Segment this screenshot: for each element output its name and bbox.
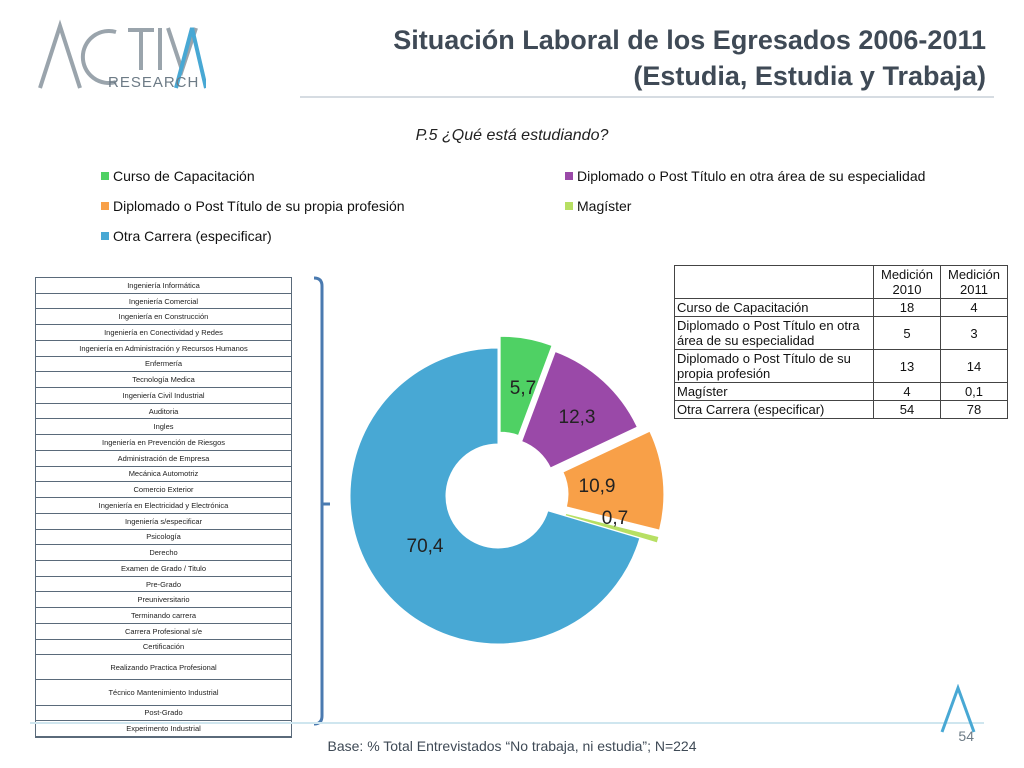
title-line-2: (Estudia, Estudia y Trabaja) — [633, 61, 986, 91]
donut-slice — [562, 430, 665, 531]
table-cell-2010: 5 — [873, 316, 941, 350]
career-item: Ingeniería en Electricidad y Electrónica — [36, 498, 291, 514]
legend-label: Diplomado o Post Título en otra área de … — [577, 168, 926, 184]
career-item: Ingeniería en Prevención de Riesgos — [36, 435, 291, 451]
base-note: Base: % Total Entrevistados “No trabaja,… — [327, 738, 697, 754]
legend-label: Otra Carrera (especificar) — [113, 228, 272, 244]
career-item: Pre-Grado — [36, 577, 291, 593]
career-item: Ingeniería en Administración y Recursos … — [36, 341, 291, 357]
legend-item: Otra Carrera (especificar) — [101, 228, 272, 244]
career-item: Post-Grado — [36, 706, 291, 722]
legend-label: Diplomado o Post Título de su propia pro… — [113, 198, 405, 214]
table-row-label: Diplomado o Post Título de su propia pro… — [674, 349, 874, 383]
table-row-label: Diplomado o Post Título en otra área de … — [674, 316, 874, 350]
career-item: Preuniversitario — [36, 592, 291, 609]
table-row: Otra Carrera (especificar) 54 78 — [674, 400, 1008, 419]
table-cell-2010: 18 — [873, 298, 941, 317]
legend-swatch — [101, 202, 109, 210]
list-bracket — [313, 276, 330, 726]
career-item: Ingeniería en Conectividad y Redes — [36, 325, 291, 341]
table-cell-2011: 78 — [940, 400, 1008, 419]
donut-slice — [349, 347, 641, 645]
page-title: Situación Laboral de los Egresados 2006-… — [393, 22, 986, 94]
table-row: Diplomado o Post Título en otra área de … — [674, 316, 1008, 350]
activa-logo — [38, 19, 206, 89]
legend-swatch — [565, 172, 573, 180]
table-header-row: Medición 2010 Medición 2011 — [674, 265, 1008, 299]
legend-swatch — [565, 202, 573, 210]
donut-value-label: 12,3 — [559, 407, 596, 428]
donut-chart: 5,7 12,3 10,9 0,7 70,4 — [349, 335, 665, 645]
table-cell-2011: 0,1 — [940, 382, 1008, 401]
donut-slice — [521, 350, 639, 469]
career-item: Auditoria — [36, 404, 291, 420]
table-cell-2011: 4 — [940, 298, 1008, 317]
table-cell-2010: 13 — [873, 349, 941, 383]
title-line-1: Situación Laboral de los Egresados 2006-… — [393, 25, 986, 55]
donut-value-label: 5,7 — [510, 378, 536, 399]
table-cell-2011: 3 — [940, 316, 1008, 350]
career-item: Comercio Exterior — [36, 482, 291, 499]
legend-label: Curso de Capacitación — [113, 168, 255, 184]
donut-value-label: 70,4 — [407, 536, 444, 557]
legend-item: Diplomado o Post Título en otra área de … — [565, 168, 925, 184]
table-row-label: Magíster — [674, 382, 874, 401]
career-item: Derecho — [36, 545, 291, 561]
career-item: Certificación — [36, 640, 291, 656]
legend-swatch — [101, 172, 109, 180]
legend-swatch — [101, 232, 109, 240]
career-item: Ingles — [36, 419, 291, 436]
legend-item: Diplomado o Post Título de su propia pro… — [101, 198, 405, 214]
table-header-2010: Medición 2010 — [873, 265, 941, 299]
career-item: Administración de Empresa — [36, 451, 291, 467]
logo-subtitle: RESEARCH — [108, 74, 200, 91]
career-item: Ingeniería en Construcción — [36, 309, 291, 326]
legend-label: Magíster — [577, 198, 632, 214]
mini-logo — [940, 684, 976, 733]
career-item: Técnico Mantenimiento Industrial — [36, 680, 291, 706]
page-number: 54 — [958, 728, 974, 744]
table-row-label: Otra Carrera (especificar) — [674, 400, 874, 419]
title-divider — [300, 96, 994, 98]
career-item: Terminando carrera — [36, 608, 291, 624]
measurement-table: Medición 2010 Medición 2011 Curso de Cap… — [674, 265, 1008, 419]
career-item: Ingeniería Informática — [36, 278, 291, 294]
legend-item: Magíster — [565, 198, 631, 214]
career-item: Carrera Profesional s/e — [36, 624, 291, 640]
career-item: Enfermería — [36, 357, 291, 373]
table-cell-2010: 4 — [873, 382, 941, 401]
other-careers-list: Ingeniería Informática Ingeniería Comerci… — [35, 277, 292, 738]
career-item: Ingeniería Comercial — [36, 294, 291, 310]
table-header-empty — [674, 265, 874, 299]
chart-legend: Curso de Capacitación Diplomado o Post T… — [0, 0, 1024, 260]
donut-value-label: 10,9 — [579, 476, 616, 497]
career-item: Realizando Practica Profesional — [36, 655, 291, 681]
legend-item: Curso de Capacitación — [101, 168, 255, 184]
table-cell-2010: 54 — [873, 400, 941, 419]
donut-slice — [499, 335, 553, 437]
table-row: Diplomado o Post Título de su propia pro… — [674, 349, 1008, 383]
question-title: P.5 ¿Qué está estudiando? — [415, 127, 609, 144]
career-item: Ingeniería s/especificar — [36, 514, 291, 530]
table-row: Magíster 4 0,1 — [674, 382, 1008, 401]
career-item: Examen de Grado / Titulo — [36, 561, 291, 577]
table-row-label: Curso de Capacitación — [674, 298, 874, 317]
table-cell-2011: 14 — [940, 349, 1008, 383]
career-item: Tecnología Medica — [36, 372, 291, 389]
career-item: Psicología — [36, 530, 291, 546]
career-item: Ingeniería Civil Industrial — [36, 388, 291, 404]
career-item: Mecánica Automotriz — [36, 467, 291, 483]
table-header-2011: Medición 2011 — [940, 265, 1008, 299]
donut-value-label: 0,7 — [602, 508, 628, 529]
table-row: Curso de Capacitación 18 4 — [674, 298, 1008, 317]
footer-divider — [30, 722, 984, 724]
career-item: Experimento Industrial — [36, 721, 291, 737]
